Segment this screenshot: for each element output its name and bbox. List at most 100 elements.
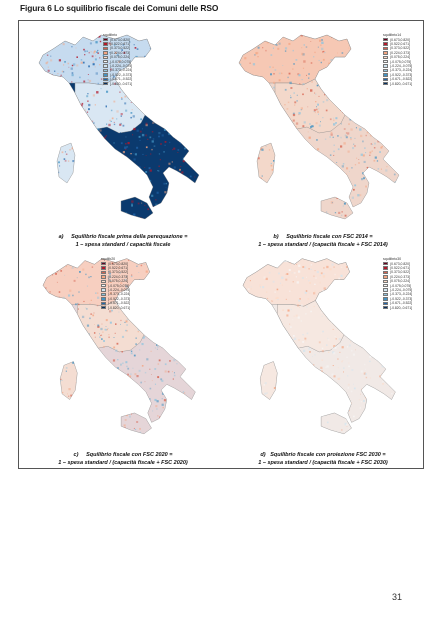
legend-swatch [103,42,108,46]
legend-label: (0.224,0.373] [108,274,128,279]
caption-c: c) Squilibrio fiscale con FSC 2020 = 1 –… [25,451,221,467]
legend-swatch [383,38,388,42]
legend-label: (0.522,0.671] [390,266,410,271]
legend-label: (-0.075,0.075] [110,59,132,64]
legend-label: (-0.224,-0.075] [390,64,413,69]
legend-label: (0.673,0.820] [390,261,410,266]
caption-text: Squilibrio fiscale con FSC 2020 = [86,452,173,458]
north-region [238,34,352,86]
legend-item: (-0.075,0.075] [103,59,132,64]
legend-d: squilibrio30 (0.673,0.820] (0.522,0.671](… [383,257,412,310]
sicily-region [320,196,354,220]
legend-swatch [383,55,388,59]
legend-label: (-0.522,-0.373] [390,72,413,77]
legend-item: (0.373,0.522] [383,46,412,50]
caption-letter: b) [273,234,279,240]
legend-label: (-0.224,-0.075] [390,288,413,293]
legend-swatch [383,288,388,292]
legend-label: [-0.820,-0.671] [390,81,413,86]
legend-item: (0.075,0.224] [383,279,412,283]
legend-label: (0.224,0.373] [390,274,410,279]
legend-item: (0.075,0.224] [101,279,130,283]
caption-formula: 1 – spesa standard / (capacità fiscale +… [258,460,388,466]
legend-item: (-0.224,-0.075] [383,64,412,68]
legend-label: (0.373,0.522] [390,270,410,275]
legend-label: (0.224,0.373] [110,50,130,55]
legend-swatch [383,275,388,279]
legend-swatch [383,270,388,275]
legend-item: (-0.522,-0.373] [103,73,132,77]
legend-swatch [101,292,106,297]
legend-swatch [383,297,388,301]
legend-swatch [101,283,106,288]
north-region [242,258,350,307]
legend-item: (-0.373,-0.224] [383,292,412,296]
legend-item: (0.224,0.373] [383,275,412,279]
legend-item: (-0.373,-0.224] [101,292,130,296]
caption-letter: d) [260,452,266,458]
legend-swatch [383,68,388,73]
map-panel-a: squilibrio (0.673,0.820] (0.522,0.671] (0.… [23,27,223,237]
map-panel-c: squilib20 (0.673,0.820] (0.522,0.671] (0.3… [23,251,223,451]
legend-label: (-0.373,-0.224] [108,292,131,297]
legend-c: squilib20 (0.673,0.820] (0.522,0.671] (0.3… [101,257,130,310]
legend-label: (0.075,0.224] [390,55,410,60]
center-region [274,78,346,134]
sicily-region [120,196,154,220]
legend-item: (0.673,0.820] [103,38,132,42]
italy-map-a [38,34,200,220]
legend-item: (0.673,0.820] [101,262,130,266]
legend-swatch [383,262,388,266]
legend-swatch [383,46,388,51]
legend-label: (0.522,0.671] [390,42,410,47]
legend-item: (0.673,0.820] [383,38,412,42]
legend-label: (0.673,0.820] [110,37,130,42]
map-panel-b: squilibrio14 (0.673,0.820] (0.522,0.671](… [223,27,423,237]
legend-a: squilibrio (0.673,0.820] (0.522,0.671] (0.… [103,33,132,86]
legend-swatch [103,81,108,86]
legend-swatch [103,51,108,55]
legend-item: (-0.671,-0.522] [103,77,132,81]
caption-text: Squilibrio fiscale con proiezione FSC 20… [270,452,386,458]
legend-label: (0.373,0.522] [110,46,130,51]
legend-item: (0.522,0.671] [101,266,130,270]
legend-swatch [383,283,388,288]
legend-item: (0.075,0.224] [103,55,132,59]
legend-swatch [103,55,108,59]
legend-item: [-0.820,-0.671] [101,305,130,310]
legend-swatch [383,266,388,270]
legend-swatch [101,275,106,279]
caption-letter: a) [58,234,64,240]
legend-label: (-0.075,0.075] [390,283,412,288]
legend-label: (-0.522,-0.373] [108,296,131,301]
map-panel-d: squilibrio30 (0.673,0.820] (0.522,0.671](… [223,251,423,451]
legend-item: (-0.075,0.075] [101,283,130,288]
legend-swatch [101,270,106,275]
italy-map-b [238,34,400,220]
legend-label: (-0.671,-0.522] [390,301,413,306]
legend-label: (0.373,0.522] [108,270,128,275]
legend-label: (0.522,0.671] [110,42,130,47]
figure-title: Figura 6 Lo squilibrio fiscale dei Comun… [20,3,219,13]
legend-item: (-0.671,-0.522] [101,301,130,305]
legend-swatch [101,262,106,266]
legend-label: (-0.373,-0.224] [390,292,413,297]
legend-swatch [103,64,108,68]
caption-formula: 1 – spesa standard / capacità fiscale [75,242,171,248]
legend-item: [-0.820,-0.671] [383,81,413,86]
legend-swatch [383,77,388,81]
legend-item: (0.373,0.522] [101,270,130,274]
legend-label: (-0.373,-0.224] [390,68,413,73]
legend-swatch [103,68,108,73]
legend-item: (-0.075,0.075] [383,59,412,64]
legend-swatch [101,301,106,305]
legend-swatch [383,59,388,64]
legend-label: [-0.820,-0.671] [110,81,133,86]
legend-item: (0.224,0.373] [101,275,130,279]
legend-swatch [383,42,388,46]
legend-label: (-0.075,0.075] [108,283,130,288]
center-region [74,78,146,134]
legend-item: (-0.522,-0.373] [383,73,412,77]
legend-item: (0.373,0.522] [383,270,412,274]
legend-swatch [383,301,388,305]
